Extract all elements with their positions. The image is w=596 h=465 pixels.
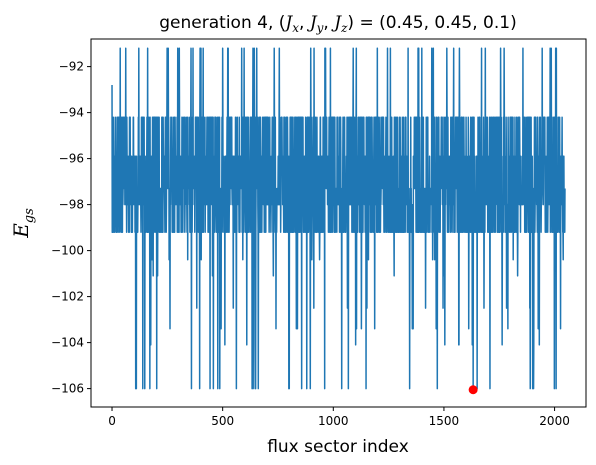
- x-axis-label: flux sector index: [267, 437, 409, 457]
- marker-layer: [468, 385, 478, 395]
- chart-title: generation 4, (Jx, Jy, Jz) = (0.45, 0.45…: [159, 13, 516, 35]
- plot-frame: [90, 38, 587, 408]
- minimum-point-marker: [468, 385, 478, 395]
- x-tick-label: 2000: [539, 414, 570, 428]
- x-tick-label: 1500: [429, 414, 460, 428]
- y-tick-label: −106: [51, 382, 84, 396]
- series-line: [111, 47, 566, 390]
- x-tick-label: 0: [108, 414, 116, 428]
- y-axis: −106 −104 −102 −100 −98 −96 −94 −92: [51, 60, 91, 396]
- y-tick-label: −98: [59, 198, 84, 212]
- y-tick-label: −104: [51, 336, 84, 350]
- y-tick-label: −92: [59, 60, 84, 74]
- plot-area: [90, 38, 587, 408]
- x-tick-label: 500: [211, 414, 234, 428]
- y-tick-label: −94: [59, 106, 84, 120]
- y-tick-label: −96: [59, 152, 84, 166]
- series-layer: [111, 47, 566, 390]
- x-axis: 0 500 1000 1500 2000: [108, 407, 570, 428]
- y-tick-label: −102: [51, 290, 84, 304]
- y-tick-label: −100: [51, 244, 84, 258]
- x-tick-label: 1000: [318, 414, 349, 428]
- y-axis-label: Egs: [9, 208, 37, 239]
